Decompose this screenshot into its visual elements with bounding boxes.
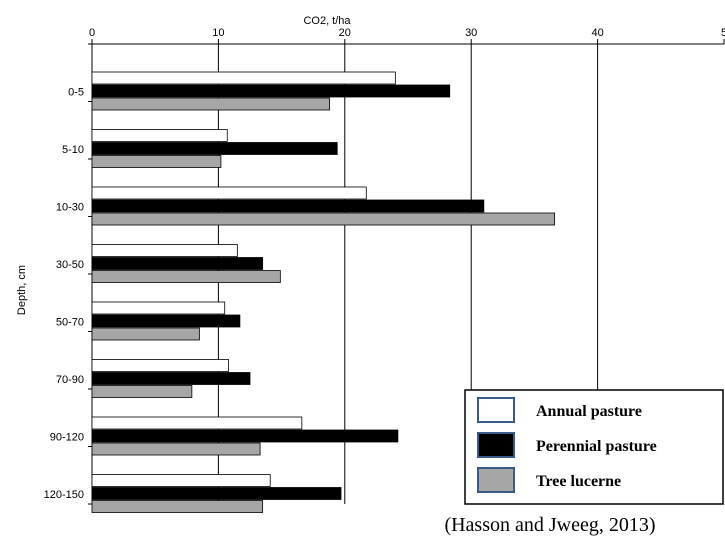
legend-label: Perennial pasture <box>536 438 657 455</box>
bar-perennial-pasture <box>91 257 264 270</box>
legend: Annual pasture Perennial pasture Tree luce… <box>464 389 724 505</box>
source-note: (Hasson and Jweeg, 2013) <box>444 514 655 536</box>
bar-annual-pasture <box>91 244 238 257</box>
bar-perennial-pasture <box>91 84 451 98</box>
bars <box>91 71 556 513</box>
x-tick-label: 5 <box>721 27 725 39</box>
bar-tree-lucerne <box>91 212 556 226</box>
legend-swatch <box>477 397 515 423</box>
bar-perennial-pasture <box>91 372 251 385</box>
bar-tree-lucerne <box>91 442 261 456</box>
bar-annual-pasture <box>91 71 396 85</box>
legend-label: Tree lucerne <box>536 473 621 490</box>
bar-annual-pasture <box>91 186 367 200</box>
x-tick-label: 40 <box>591 27 603 39</box>
bar-tree-lucerne <box>91 270 281 283</box>
y-category-label: 90-120 <box>50 432 84 444</box>
y-axis-title: Depth, cm <box>16 265 28 315</box>
bar-tree-lucerne <box>91 327 200 341</box>
bar-annual-pasture <box>91 301 226 315</box>
bar-tree-lucerne <box>91 155 222 168</box>
x-tick-label: 0 <box>89 27 95 39</box>
bar-tree-lucerne <box>91 500 264 513</box>
y-category-label: 5-10 <box>62 144 84 156</box>
bar-annual-pasture <box>91 359 229 372</box>
bar-annual-pasture <box>91 416 303 430</box>
bar-perennial-pasture <box>91 314 241 328</box>
x-tick-label: 20 <box>339 27 351 39</box>
bar-tree-lucerne <box>91 97 331 111</box>
legend-swatch <box>477 432 515 458</box>
bar-perennial-pasture <box>91 199 485 213</box>
bar-perennial-pasture <box>91 142 338 155</box>
bar-annual-pasture <box>91 474 271 487</box>
x-axis-title: CO2, t/ha <box>303 15 351 27</box>
x-tick-label: 10 <box>212 27 224 39</box>
bar-perennial-pasture <box>91 487 342 500</box>
y-category-label: 70-90 <box>56 374 84 386</box>
y-category-label: 50-70 <box>56 317 84 329</box>
x-tick-label: 30 <box>465 27 477 39</box>
bar-annual-pasture <box>91 129 228 142</box>
bar-perennial-pasture <box>91 429 399 443</box>
y-category-label: 10-30 <box>56 202 84 214</box>
legend-label: Annual pasture <box>536 403 642 420</box>
y-category-label: 120-150 <box>44 489 84 501</box>
bar-tree-lucerne <box>91 385 193 398</box>
legend-swatch <box>477 467 515 493</box>
y-category-label: 30-50 <box>56 259 84 271</box>
y-category-label: 0-5 <box>68 87 84 99</box>
